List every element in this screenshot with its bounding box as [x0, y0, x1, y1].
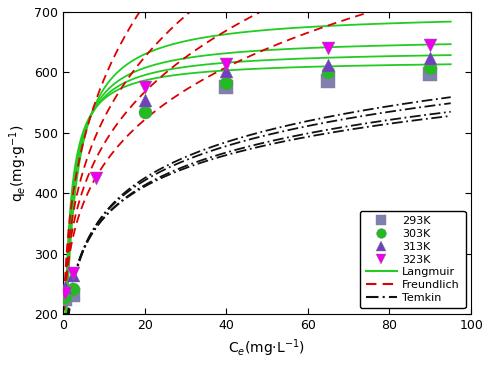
Point	[222, 61, 230, 67]
Point	[426, 71, 434, 77]
Point	[426, 42, 434, 48]
Point	[92, 175, 99, 181]
Point	[324, 78, 332, 84]
Point	[69, 292, 77, 298]
Point	[324, 61, 332, 67]
Point	[141, 109, 148, 115]
Point	[141, 97, 148, 102]
Legend: 293K, 303K, 313K, 323K, Langmuir, Freundlich, Temkin: 293K, 303K, 313K, 323K, Langmuir, Freund…	[360, 211, 465, 309]
Point	[61, 284, 69, 290]
Point	[61, 296, 69, 302]
Point	[426, 55, 434, 61]
Point	[61, 290, 69, 296]
Point	[222, 68, 230, 74]
Point	[141, 85, 148, 90]
Point	[69, 272, 77, 278]
Point	[222, 85, 230, 90]
Point	[324, 45, 332, 51]
Point	[426, 65, 434, 71]
X-axis label: C$_e$(mg·L$^{-1}$): C$_e$(mg·L$^{-1}$)	[228, 337, 306, 359]
Point	[69, 286, 77, 292]
Point	[324, 70, 332, 75]
Point	[69, 270, 77, 276]
Y-axis label: q$_e$(mg·g$^{-1}$): q$_e$(mg·g$^{-1}$)	[7, 124, 28, 202]
Point	[222, 80, 230, 86]
Point	[61, 294, 69, 300]
